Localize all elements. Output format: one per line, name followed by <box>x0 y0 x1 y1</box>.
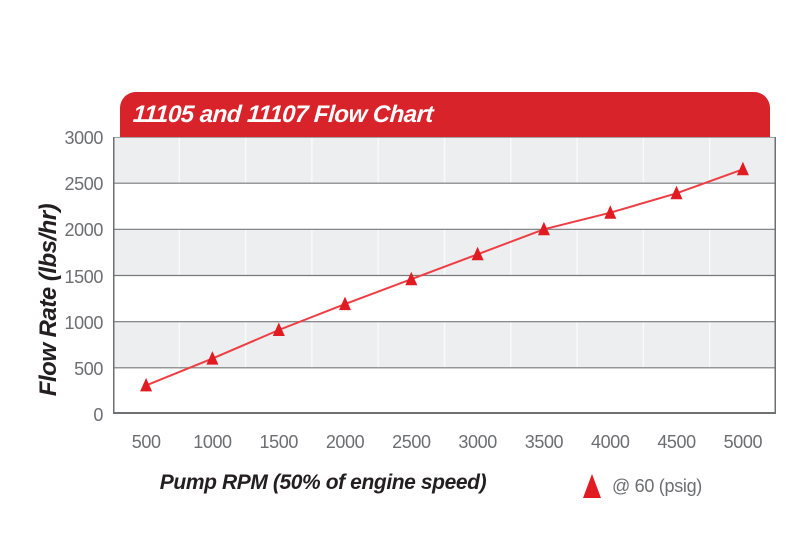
y-tick-label: 3000 <box>64 128 104 148</box>
x-tick-label: 5000 <box>723 432 763 452</box>
y-tick-label: 0 <box>93 405 103 425</box>
flow-rate-line <box>145 168 744 387</box>
data-point-marker <box>604 205 617 219</box>
x-tick-label: 500 <box>131 432 161 452</box>
y-tick-label: 2000 <box>64 220 104 241</box>
y-tick-label: 2500 <box>64 174 104 195</box>
y-axis-title-wrap: Flow Rate (lbs/hr) <box>24 160 74 440</box>
data-point-marker <box>670 185 683 200</box>
x-tick-label: 1500 <box>259 432 299 452</box>
x-tick-label: 1000 <box>193 432 232 452</box>
y-tick-label: 1000 <box>64 312 104 333</box>
y-tick-label: 500 <box>74 358 103 379</box>
legend-label: @ 60 (psig) <box>612 475 703 496</box>
data-point-marker <box>339 296 351 311</box>
x-axis-title: Pump RPM (50% of engine speed) <box>159 471 487 494</box>
legend-triangle-icon <box>583 474 601 498</box>
chart-title: 11105 and 11107 Flow Chart <box>132 100 435 128</box>
chart-title-banner: 11105 and 11107 Flow Chart <box>120 92 770 137</box>
data-point-marker <box>272 322 285 336</box>
x-tick-label: 4500 <box>657 432 696 452</box>
data-point-marker <box>405 271 418 286</box>
x-tick-label: 2000 <box>325 432 365 452</box>
x-tick-label: 4000 <box>591 432 630 452</box>
data-point-marker <box>140 377 153 392</box>
x-tick-label: 2500 <box>392 432 431 452</box>
x-tick-label: 3500 <box>524 432 564 452</box>
y-tick-label: 1500 <box>64 266 104 287</box>
data-point-marker <box>537 221 550 236</box>
data-point-marker <box>736 161 749 176</box>
data-point-marker <box>206 351 219 365</box>
x-tick-label: 3000 <box>458 432 497 452</box>
data-point-marker <box>471 246 484 261</box>
legend: @ 60 (psig) <box>582 471 702 501</box>
plot-area <box>113 137 776 414</box>
